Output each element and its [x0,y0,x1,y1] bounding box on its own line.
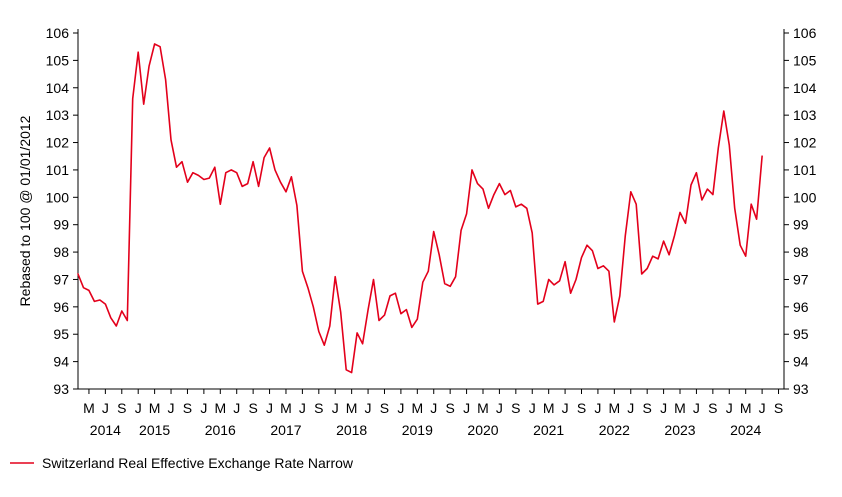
x-tick-label: S [380,400,389,416]
y-tick-label-left: 104 [46,80,70,96]
y-tick-label-right: 94 [793,354,809,370]
y-tick-label-left: 95 [53,326,69,342]
x-year-label: 2022 [599,422,630,438]
x-year-label: 2024 [730,422,761,438]
y-tick-label-right: 95 [793,326,809,342]
x-year-label: 2019 [402,422,433,438]
y-tick-label-left: 106 [46,25,70,41]
x-tick-label: M [411,400,423,416]
x-tick-label: S [183,400,192,416]
x-tick-label: M [477,400,489,416]
x-tick-label: M [214,400,226,416]
y-tick-label-left: 93 [53,381,69,397]
x-tick-label: J [135,400,142,416]
x-year-label: 2015 [139,422,170,438]
legend-label: Switzerland Real Effective Exchange Rate… [42,455,354,471]
x-tick-label: J [397,400,404,416]
y-tick-label-left: 103 [46,107,70,123]
x-year-label: 2020 [467,422,498,438]
y-tick-label-left: 97 [53,271,69,287]
x-tick-label: J [168,400,175,416]
x-tick-label: J [627,400,634,416]
x-tick-label: S [774,400,783,416]
y-tick-label-right: 96 [793,299,809,315]
y-tick-label-left: 100 [46,189,70,205]
x-tick-label: M [149,400,161,416]
x-tick-label: S [314,400,323,416]
x-tick-label: J [529,400,536,416]
x-tick-label: J [496,400,503,416]
x-tick-label: J [102,400,109,416]
y-axis-label: Rebased to 100 @ 01/01/2012 [17,115,33,306]
x-tick-label: S [577,400,586,416]
y-tick-label-left: 101 [46,162,70,178]
y-tick-label-right: 93 [793,381,809,397]
x-tick-label: J [266,400,273,416]
y-tick-label-left: 98 [53,244,69,260]
y-tick-label-right: 103 [793,107,817,123]
x-tick-label: M [609,400,621,416]
x-tick-label: M [740,400,752,416]
y-tick-label-left: 94 [53,354,69,370]
y-tick-label-left: 102 [46,135,70,151]
series-line [77,43,763,374]
x-tick-label: S [117,400,126,416]
x-tick-label: M [346,400,358,416]
x-year-label: 2021 [533,422,564,438]
x-tick-label: S [511,400,520,416]
y-tick-label-right: 100 [793,189,817,205]
x-tick-label: J [693,400,700,416]
x-year-label: 2017 [270,422,301,438]
y-tick-label-left: 96 [53,299,69,315]
x-tick-label: M [83,400,95,416]
y-tick-label-left: 105 [46,52,70,68]
x-tick-label: J [726,400,733,416]
x-tick-label: J [200,400,207,416]
x-tick-label: J [660,400,667,416]
y-tick-label-right: 98 [793,244,809,260]
x-tick-label: J [365,400,372,416]
x-year-label: 2016 [205,422,236,438]
y-tick-label-right: 104 [793,80,817,96]
x-tick-label: J [562,400,569,416]
y-tick-label-left: 99 [53,217,69,233]
y-tick-label-right: 99 [793,217,809,233]
x-tick-label: S [643,400,652,416]
x-year-label: 2014 [90,422,121,438]
x-tick-label: M [280,400,292,416]
x-tick-label: J [233,400,240,416]
x-tick-label: S [445,400,454,416]
x-tick-label: S [248,400,257,416]
x-tick-label: M [674,400,686,416]
y-tick-label-right: 106 [793,25,817,41]
x-tick-label: J [463,400,470,416]
legend-layer: Switzerland Real Effective Exchange Rate… [10,455,354,471]
series-layer [77,43,763,374]
x-year-label: 2018 [336,422,367,438]
y-tick-label-right: 97 [793,271,809,287]
x-tick-label: J [332,400,339,416]
x-year-label: 2023 [664,422,695,438]
x-tick-label: J [759,400,766,416]
x-tick-label: J [299,400,306,416]
x-tick-label: J [594,400,601,416]
x-tick-label: J [430,400,437,416]
axes-layer: 93 93 94 94 95 95 96 96 97 97 98 98 99 99 100 100 101 101… [17,25,817,438]
x-tick-label: S [708,400,717,416]
y-tick-label-right: 105 [793,52,817,68]
y-tick-label-right: 101 [793,162,817,178]
y-tick-label-right: 102 [793,135,817,151]
x-tick-label: M [543,400,555,416]
